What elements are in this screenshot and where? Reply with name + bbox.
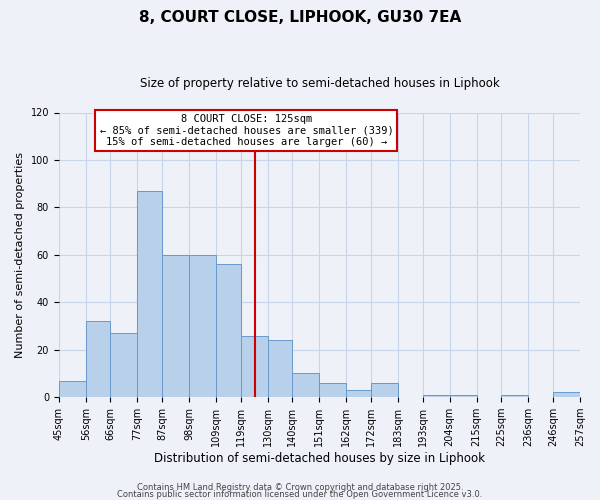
Bar — [422, 395, 449, 397]
Bar — [110, 333, 137, 397]
Bar — [162, 255, 189, 397]
Bar — [137, 191, 162, 397]
Bar — [449, 395, 477, 397]
Bar — [319, 383, 346, 397]
Text: 8, COURT CLOSE, LIPHOOK, GU30 7EA: 8, COURT CLOSE, LIPHOOK, GU30 7EA — [139, 10, 461, 25]
Text: Contains public sector information licensed under the Open Government Licence v3: Contains public sector information licen… — [118, 490, 482, 499]
Bar — [553, 392, 580, 397]
Bar — [292, 374, 319, 397]
Bar — [189, 255, 216, 397]
Text: 8 COURT CLOSE: 125sqm
← 85% of semi-detached houses are smaller (339)
15% of sem: 8 COURT CLOSE: 125sqm ← 85% of semi-deta… — [100, 114, 393, 147]
Bar — [241, 336, 268, 397]
Bar — [371, 383, 398, 397]
X-axis label: Distribution of semi-detached houses by size in Liphook: Distribution of semi-detached houses by … — [154, 452, 485, 465]
Bar — [86, 322, 110, 397]
Bar — [346, 390, 371, 397]
Text: Contains HM Land Registry data © Crown copyright and database right 2025.: Contains HM Land Registry data © Crown c… — [137, 484, 463, 492]
Y-axis label: Number of semi-detached properties: Number of semi-detached properties — [15, 152, 25, 358]
Bar — [216, 264, 241, 397]
Bar — [268, 340, 292, 397]
Title: Size of property relative to semi-detached houses in Liphook: Size of property relative to semi-detach… — [140, 78, 499, 90]
Bar — [59, 380, 86, 397]
Bar — [502, 395, 529, 397]
